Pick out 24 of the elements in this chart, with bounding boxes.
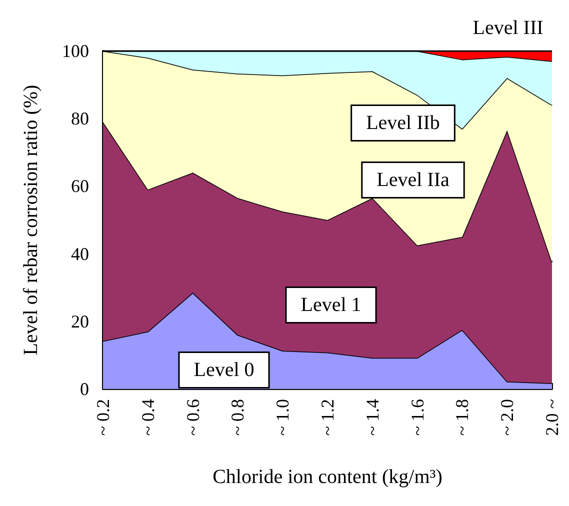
y-tick-label: 80 — [71, 108, 89, 129]
series-label: Level III — [472, 17, 544, 39]
x-axis-title: Chloride ion content (kg/m³) — [212, 466, 442, 488]
x-tick-label: 2.0 ~ — [542, 398, 562, 436]
x-tick-label: ~ 1.8 — [452, 399, 472, 436]
x-tick-label: ~ 0.8 — [228, 399, 248, 436]
y-tick-label: 0 — [80, 379, 89, 399]
x-tick-label: ~ 1.2 — [318, 399, 338, 436]
y-tick-label: 20 — [71, 311, 89, 332]
series-label: Level IIb — [366, 112, 440, 134]
series-label: Level 0 — [194, 359, 254, 381]
series-label: Level 1 — [300, 294, 362, 316]
x-tick-label: ~ 2.0 — [497, 399, 518, 436]
x-tick-label: ~ 1.0 — [272, 399, 293, 436]
y-axis-title: Level of rebar corrosion ratio (%) — [20, 84, 42, 356]
x-tick-label: ~ 1.6 — [407, 399, 428, 436]
y-tick-label: 60 — [71, 176, 89, 196]
y-tick-label: 40 — [71, 244, 89, 264]
x-tick-label: ~ 0.2 — [93, 399, 113, 436]
x-tick-label: ~ 0.6 — [182, 399, 203, 436]
y-tick-label: 100 — [62, 41, 89, 61]
x-tick-label: ~ 0.4 — [138, 399, 158, 436]
x-tick-label: ~ 1.4 — [362, 399, 382, 436]
series-label: Level IIa — [376, 169, 450, 191]
